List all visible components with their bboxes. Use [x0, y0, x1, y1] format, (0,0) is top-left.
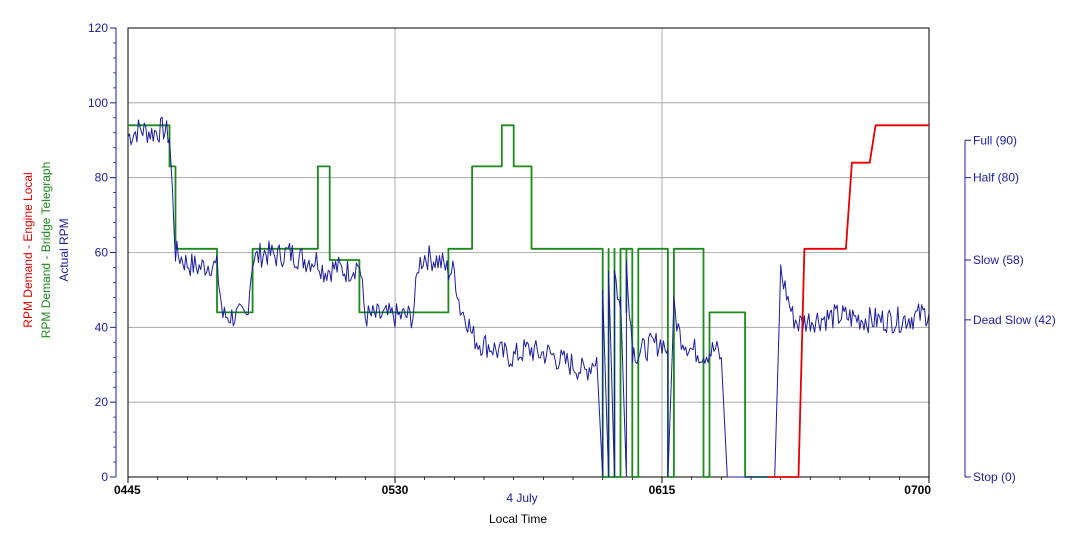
x-tick-label: 0445 [114, 483, 141, 497]
y-tick-label: 20 [95, 395, 109, 409]
right-axis-label: Full (90) [973, 133, 1017, 147]
right-axis-label: Dead Slow (42) [973, 313, 1056, 327]
ylabel-actual-rpm: Actual RPM [57, 218, 71, 281]
series-layer [127, 116, 930, 478]
x-axis-date-label: 4 July [506, 491, 537, 505]
x-axis: 0445 0530 0615 0700 [114, 476, 931, 497]
right-axis-label: Slow (58) [973, 253, 1024, 267]
y-tick-label: 120 [88, 21, 108, 35]
y-tick-label: 60 [95, 246, 109, 260]
series-bridge-telegraph [128, 124, 769, 478]
x-tick-label: 0615 [649, 483, 676, 497]
series-actual-rpm [127, 116, 930, 478]
right-axis-label: Stop (0) [973, 470, 1016, 484]
series-engine-local [768, 124, 929, 478]
y-tick-label: 0 [101, 470, 108, 484]
gridlines [128, 28, 929, 477]
left-y-axis: 0 20 40 60 80 100 120 [88, 21, 117, 484]
x-tick-label: 0700 [904, 483, 931, 497]
right-axis-label: Half (80) [973, 171, 1019, 185]
y-tick-label: 40 [95, 320, 109, 334]
x-tick-label: 0530 [382, 483, 409, 497]
right-y-axis: Full (90) Half (80) Slow (58) Dead Slow (42… [964, 133, 1056, 484]
ylabel-engine-local: RPM Demand - Engine Local [21, 172, 35, 327]
x-axis-title: Local Time [489, 512, 547, 526]
ylabel-bridge-telegraph: RPM Demand - Bridge Telegraph [39, 162, 53, 339]
y-tick-label: 80 [95, 171, 109, 185]
y-tick-label: 100 [88, 96, 108, 110]
